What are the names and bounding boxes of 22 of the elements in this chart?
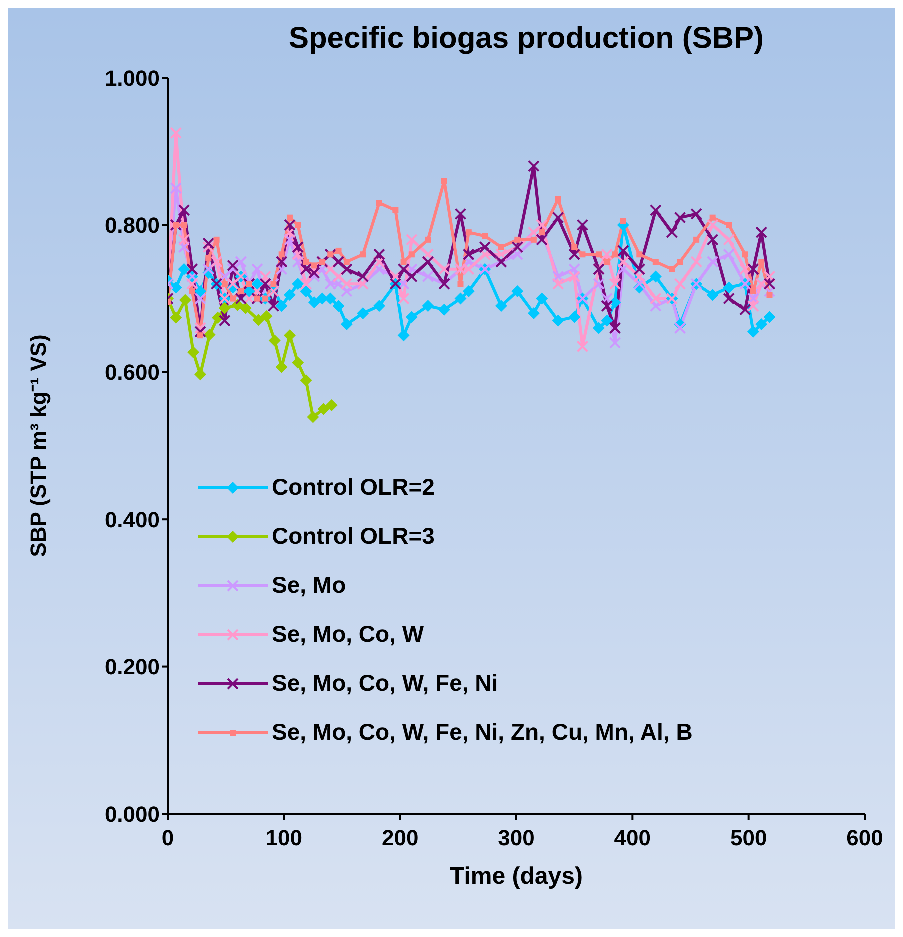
legend-label: Control OLR=2 (272, 474, 435, 501)
legend-label: Control OLR=3 (272, 523, 435, 550)
x-tick-label: 100 (266, 826, 303, 851)
y-tick-label: 0.400 (104, 507, 160, 532)
y-tick-label: 0.200 (104, 654, 160, 680)
x-tick-label: 500 (730, 826, 768, 851)
y-axis-title: SBP (STP m³ kg⁻¹ VS) (26, 334, 51, 558)
legend-label: Se, Mo (272, 572, 346, 599)
y-tick-label: 0.000 (104, 802, 160, 827)
x-axis-title: Time (days) (450, 863, 583, 890)
y-tick-label: 0.800 (104, 213, 160, 238)
y-tick-label: 0.600 (104, 360, 160, 386)
x-tick-label: 200 (382, 826, 419, 851)
chart-title: Specific biogas production (SBP) (288, 22, 766, 56)
x-tick-label: 0 (162, 826, 174, 851)
x-tick-label: 400 (614, 826, 652, 851)
legend-label: Se, Mo, Co, W (272, 621, 424, 648)
legend-label: Se, Mo, Co, W, Fe, Ni (272, 670, 498, 697)
y-tick-label: 1.000 (104, 66, 160, 91)
x-tick-label: 300 (498, 826, 535, 851)
legend-label: Se, Mo, Co, W, Fe, Ni, Zn, Cu, Mn, Al, B (272, 719, 693, 746)
x-tick-label: 600 (846, 826, 884, 851)
